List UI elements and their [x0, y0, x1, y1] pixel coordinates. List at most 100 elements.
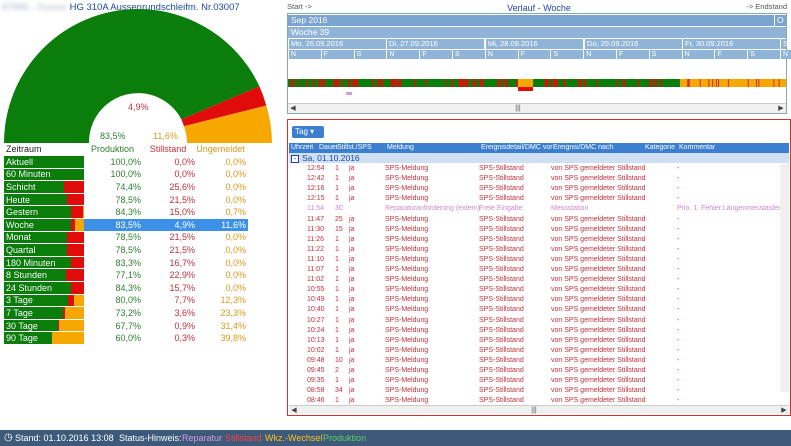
tag-dropdown[interactable]: Tag ▾ — [292, 126, 324, 138]
scroll-left-icon[interactable]: ◀ — [290, 105, 296, 112]
collapse-icon[interactable]: - — [291, 155, 299, 163]
events-column-header[interactable]: Uhrzeit — [291, 144, 314, 151]
period-produktion: 67,7% — [115, 320, 141, 331]
scroll-thumb[interactable]: ||| — [515, 105, 521, 112]
period-row[interactable]: 90 Tage 60,0% 0,3% 39,8% — [4, 332, 248, 345]
period-produktion: 77,1% — [115, 270, 141, 281]
event-row[interactable]: 10:27 1 ja SPS-Meldung SPS-Stillstand von SPS… — [289, 315, 789, 326]
events-column-header[interactable]: Kategorie — [645, 144, 675, 151]
period-row[interactable]: 24 Stunden 84,3% 15,7% 0,0% — [4, 282, 248, 295]
period-row[interactable]: 180 Minuten 83,3% 16,7% 0,0% — [4, 256, 248, 269]
day-cell[interactable]: Mi, 28.09.2016 — [485, 39, 583, 49]
period-ungemeldet: 0,7% — [225, 207, 246, 218]
events-hscrollbar[interactable]: ◀ ||| ▶ — [289, 405, 789, 414]
event-cell-m: SPS-Meldung — [385, 266, 429, 273]
event-row[interactable]: 11:54 30 Reparaturanforderung (extern) Frei… — [289, 203, 789, 214]
event-cell-d: 15 — [335, 225, 343, 233]
events-group-row[interactable]: - Sa, 01.10.2016 — [289, 153, 789, 163]
event-cell-e: SPS-Stillstand — [479, 225, 524, 233]
status-bar: ◷ Stand: 01.10.2016 13:08 Status-Hinweis… — [0, 430, 791, 446]
event-cell-m: SPS-Meldung — [385, 235, 429, 243]
period-row[interactable]: 7 Tage 73,2% 3,6% 23,3% — [4, 307, 248, 320]
events-vscrollbar[interactable] — [780, 164, 789, 392]
events-scroll-left-icon[interactable]: ◀ — [291, 407, 297, 414]
events-column-header[interactable]: Kommentar — [679, 144, 716, 151]
event-row[interactable]: 12:42 1 ja SPS-Meldung SPS-Stillstand von SPS… — [289, 173, 789, 184]
timeline-stillstand-mark — [479, 79, 482, 87]
timeline-stillstand-mark — [553, 79, 556, 87]
period-row[interactable]: Quartal 78,5% 21,5% 0,0% — [4, 244, 248, 257]
timeline-stillstand-mark — [482, 79, 484, 87]
event-row[interactable]: 10:02 1 ja SPS-Meldung SPS-Stillstand von SPS… — [289, 345, 789, 356]
event-row[interactable]: 10:55 1 ja SPS-Meldung SPS-Stillstand von SPS… — [289, 284, 789, 295]
event-row[interactable]: 09:35 1 ja SPS-Meldung SPS-Stillstand von SPS… — [289, 375, 789, 386]
event-cell-m: SPS-Meldung — [385, 346, 429, 354]
day-cell[interactable]: Fr, 30.09.2016 — [682, 39, 780, 49]
day-cell[interactable]: Di, 27.09.2016 — [386, 39, 484, 49]
period-row[interactable]: 60 Minuten 100,0% 0,0% 0,0% — [4, 168, 248, 181]
event-row[interactable]: 09:48 10 ja SPS-Meldung SPS-Stillstand von SP… — [289, 355, 789, 366]
period-row[interactable]: 3 Tage 80,0% 7,7% 12,3% — [4, 294, 248, 307]
scroll-right-icon[interactable]: ▶ — [778, 105, 784, 112]
period-bar — [4, 193, 84, 206]
event-row[interactable]: 09:45 2 ja SPS-Meldung SPS-Stillstand von SPS… — [289, 365, 789, 376]
event-cell-c: - — [677, 346, 680, 354]
event-row[interactable]: 10:24 1 ja SPS-Meldung SPS-Stillstand von SPS… — [289, 325, 789, 336]
day-cell[interactable]: Sa — [780, 39, 791, 49]
period-row[interactable]: Aktuell 100,0% 0,0% 0,0% — [4, 156, 248, 169]
event-row[interactable]: 12:16 1 ja SPS-Meldung SPS-Stillstand von SPS… — [289, 183, 789, 194]
event-cell-d: 30 — [335, 205, 343, 213]
events-column-header[interactable]: Meldung — [387, 144, 414, 151]
timeline-stillstand-mark — [377, 79, 380, 87]
timeline-stillstand-mark — [778, 79, 780, 87]
period-row[interactable]: 30 Tage 67,7% 0,9% 31,4% — [4, 319, 248, 332]
day-cell[interactable]: Do, 29.09.2016 — [584, 39, 682, 49]
timeline-stillstand-mark — [747, 79, 749, 87]
day-cell[interactable]: Mo, 26.09.2016 — [288, 39, 386, 49]
status-reparatur: Reparatur — [182, 433, 223, 443]
period-bar — [4, 307, 84, 319]
status-stand: Stand: 01.10.2016 13:08 — [15, 433, 114, 443]
event-row[interactable]: 11:02 1 ja SPS-Meldung SPS-Stillstand von SPS… — [289, 274, 789, 285]
event-row[interactable]: 10:40 1 ja SPS-Meldung SPS-Stillstand von SPS… — [289, 304, 789, 315]
timeline-scrollbar[interactable]: ◀ ||| ▶ — [288, 103, 786, 113]
events-column-header[interactable]: Ereignis/DMC nach — [553, 144, 614, 151]
shift-cell: F — [419, 50, 452, 59]
events-scroll-thumb[interactable]: ||| — [531, 407, 537, 414]
event-row[interactable]: 08:58 34 ja SPS-Meldung SPS-Stillstand von SP… — [289, 385, 789, 396]
period-stillstand: 21,5% — [169, 232, 195, 243]
event-cell-t: 11:26 — [307, 235, 324, 243]
event-row[interactable]: 11:22 1 ja SPS-Meldung SPS-Stillstand von SPS… — [289, 244, 789, 255]
events-rows: 12:54 1 ja SPS-Meldung SPS-Stillstand von SPS… — [289, 163, 789, 406]
events-scroll-right-icon[interactable]: ▶ — [781, 407, 787, 414]
event-cell-e: Freie Eingabe — [479, 205, 523, 213]
events-column-header[interactable]: Stillst./SPS — [337, 144, 372, 151]
period-row[interactable]: Heute 78,5% 21,5% 0,0% — [4, 193, 248, 206]
events-column-header[interactable]: Ereignisdetail/DMC vor — [481, 144, 553, 151]
event-row[interactable]: 12:54 1 ja SPS-Meldung SPS-Stillstand von SPS… — [289, 163, 789, 174]
event-row[interactable]: 11:10 1 ja SPS-Meldung SPS-Stillstand von SPS… — [289, 254, 789, 265]
event-row[interactable]: 11:47 25 ja SPS-Meldung SPS-Stillstand von SP… — [289, 214, 789, 225]
period-row[interactable]: Monat 78,5% 21,5% 0,0% — [4, 231, 248, 244]
event-row[interactable]: 08:46 1 ja SPS-Meldung SPS-Stillstand von SPS… — [289, 395, 789, 406]
event-cell-e: SPS-Stillstand — [479, 266, 524, 273]
event-row[interactable]: 10:13 1 ja SPS-Meldung SPS-Stillstand von SPS… — [289, 335, 789, 346]
period-label: Quartal — [6, 245, 36, 256]
period-row[interactable]: Woche 83,5% 4,9% 11,6% — [4, 218, 248, 232]
period-row[interactable]: Schicht 74,4% 25,6% 0,0% — [4, 181, 248, 194]
event-cell-t: 09:45 — [307, 367, 325, 374]
timeline-stillstand-mark — [336, 79, 339, 87]
event-cell-m: SPS-Meldung — [385, 165, 429, 172]
event-row[interactable]: 12:15 1 ja SPS-Meldung SPS-Stillstand von SPS… — [289, 193, 789, 204]
period-row[interactable]: Gestern 84,3% 15,0% 0,7% — [4, 206, 248, 219]
event-cell-m: SPS-Meldung — [385, 245, 429, 253]
event-row[interactable]: 11:07 1 ja SPS-Meldung SPS-Stillstand von SPS… — [289, 264, 789, 275]
event-row[interactable]: 10:49 1 ja SPS-Meldung SPS-Stillstand von SPS… — [289, 294, 789, 305]
period-row[interactable]: 8 Stunden 77,1% 22,9% 0,0% — [4, 269, 248, 282]
event-cell-t: 08:46 — [307, 397, 325, 405]
period-ungemeldet: 39,8% — [220, 333, 246, 344]
events-column-header[interactable]: Dauer — [319, 144, 339, 151]
timeline-stillstand-mark — [354, 79, 357, 87]
event-row[interactable]: 11:30 15 ja SPS-Meldung SPS-Stillstand von SP… — [289, 224, 789, 235]
event-row[interactable]: 11:26 1 ja SPS-Meldung SPS-Stillstand von SPS… — [289, 234, 789, 245]
